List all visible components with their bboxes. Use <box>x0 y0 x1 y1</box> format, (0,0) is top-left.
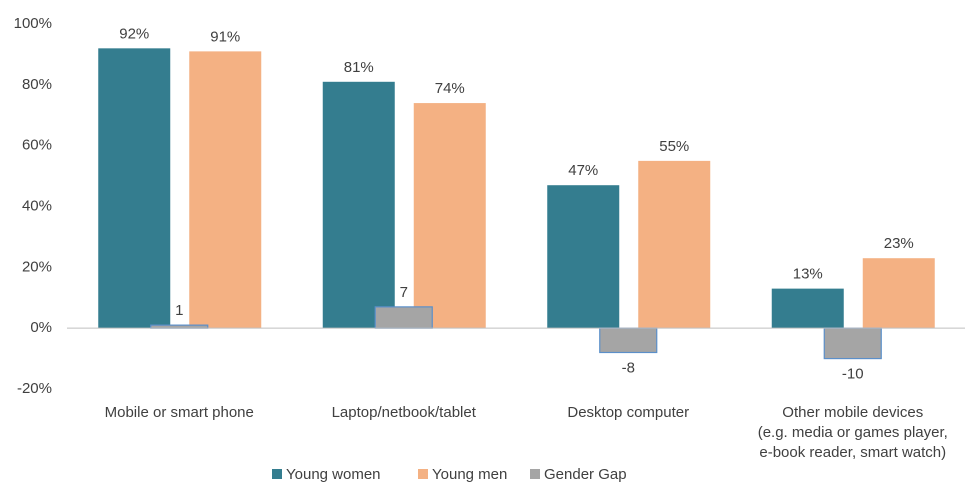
x-tick-label: Mobile or smart phone <box>104 404 254 421</box>
data-label: 91% <box>210 28 240 45</box>
y-tick-label: 100% <box>14 15 52 32</box>
legend-label: Young men <box>432 466 507 482</box>
x-tick-label: Other mobile devices (e.g. media or game… <box>757 404 948 461</box>
bar <box>547 185 620 329</box>
data-label: 81% <box>344 59 374 76</box>
data-label: 55% <box>659 138 689 155</box>
data-label: -8 <box>622 359 635 376</box>
data-label: 1 <box>175 302 183 319</box>
y-tick-label: 40% <box>22 197 52 214</box>
legend-label: Gender Gap <box>544 466 627 482</box>
legend-swatch <box>418 469 428 479</box>
bar <box>823 327 882 360</box>
data-label: 74% <box>435 80 465 97</box>
bar <box>374 306 433 329</box>
bar <box>771 288 844 329</box>
data-label: -10 <box>842 366 864 383</box>
legend-label: Young women <box>286 466 381 482</box>
data-label: 7 <box>400 284 408 301</box>
bar <box>189 51 262 329</box>
bar <box>98 48 171 329</box>
x-tick-label: Desktop computer <box>567 404 690 421</box>
legend-swatch <box>272 469 282 479</box>
data-label: 13% <box>793 266 823 283</box>
bar <box>599 327 658 354</box>
y-tick-label: 0% <box>30 319 52 336</box>
data-label: 23% <box>884 235 914 252</box>
data-label: 92% <box>119 25 149 42</box>
y-tick-label: 80% <box>22 76 52 93</box>
legend-swatch <box>530 469 540 479</box>
y-tick-label: -20% <box>17 380 52 397</box>
y-tick-label: 60% <box>22 137 52 154</box>
data-label: 47% <box>568 162 598 179</box>
y-tick-label: 20% <box>22 258 52 275</box>
bar <box>862 258 935 329</box>
bar <box>322 81 395 329</box>
x-tick-label: Laptop/netbook/tablet <box>331 404 476 421</box>
bar <box>413 103 486 329</box>
bar <box>638 160 711 329</box>
